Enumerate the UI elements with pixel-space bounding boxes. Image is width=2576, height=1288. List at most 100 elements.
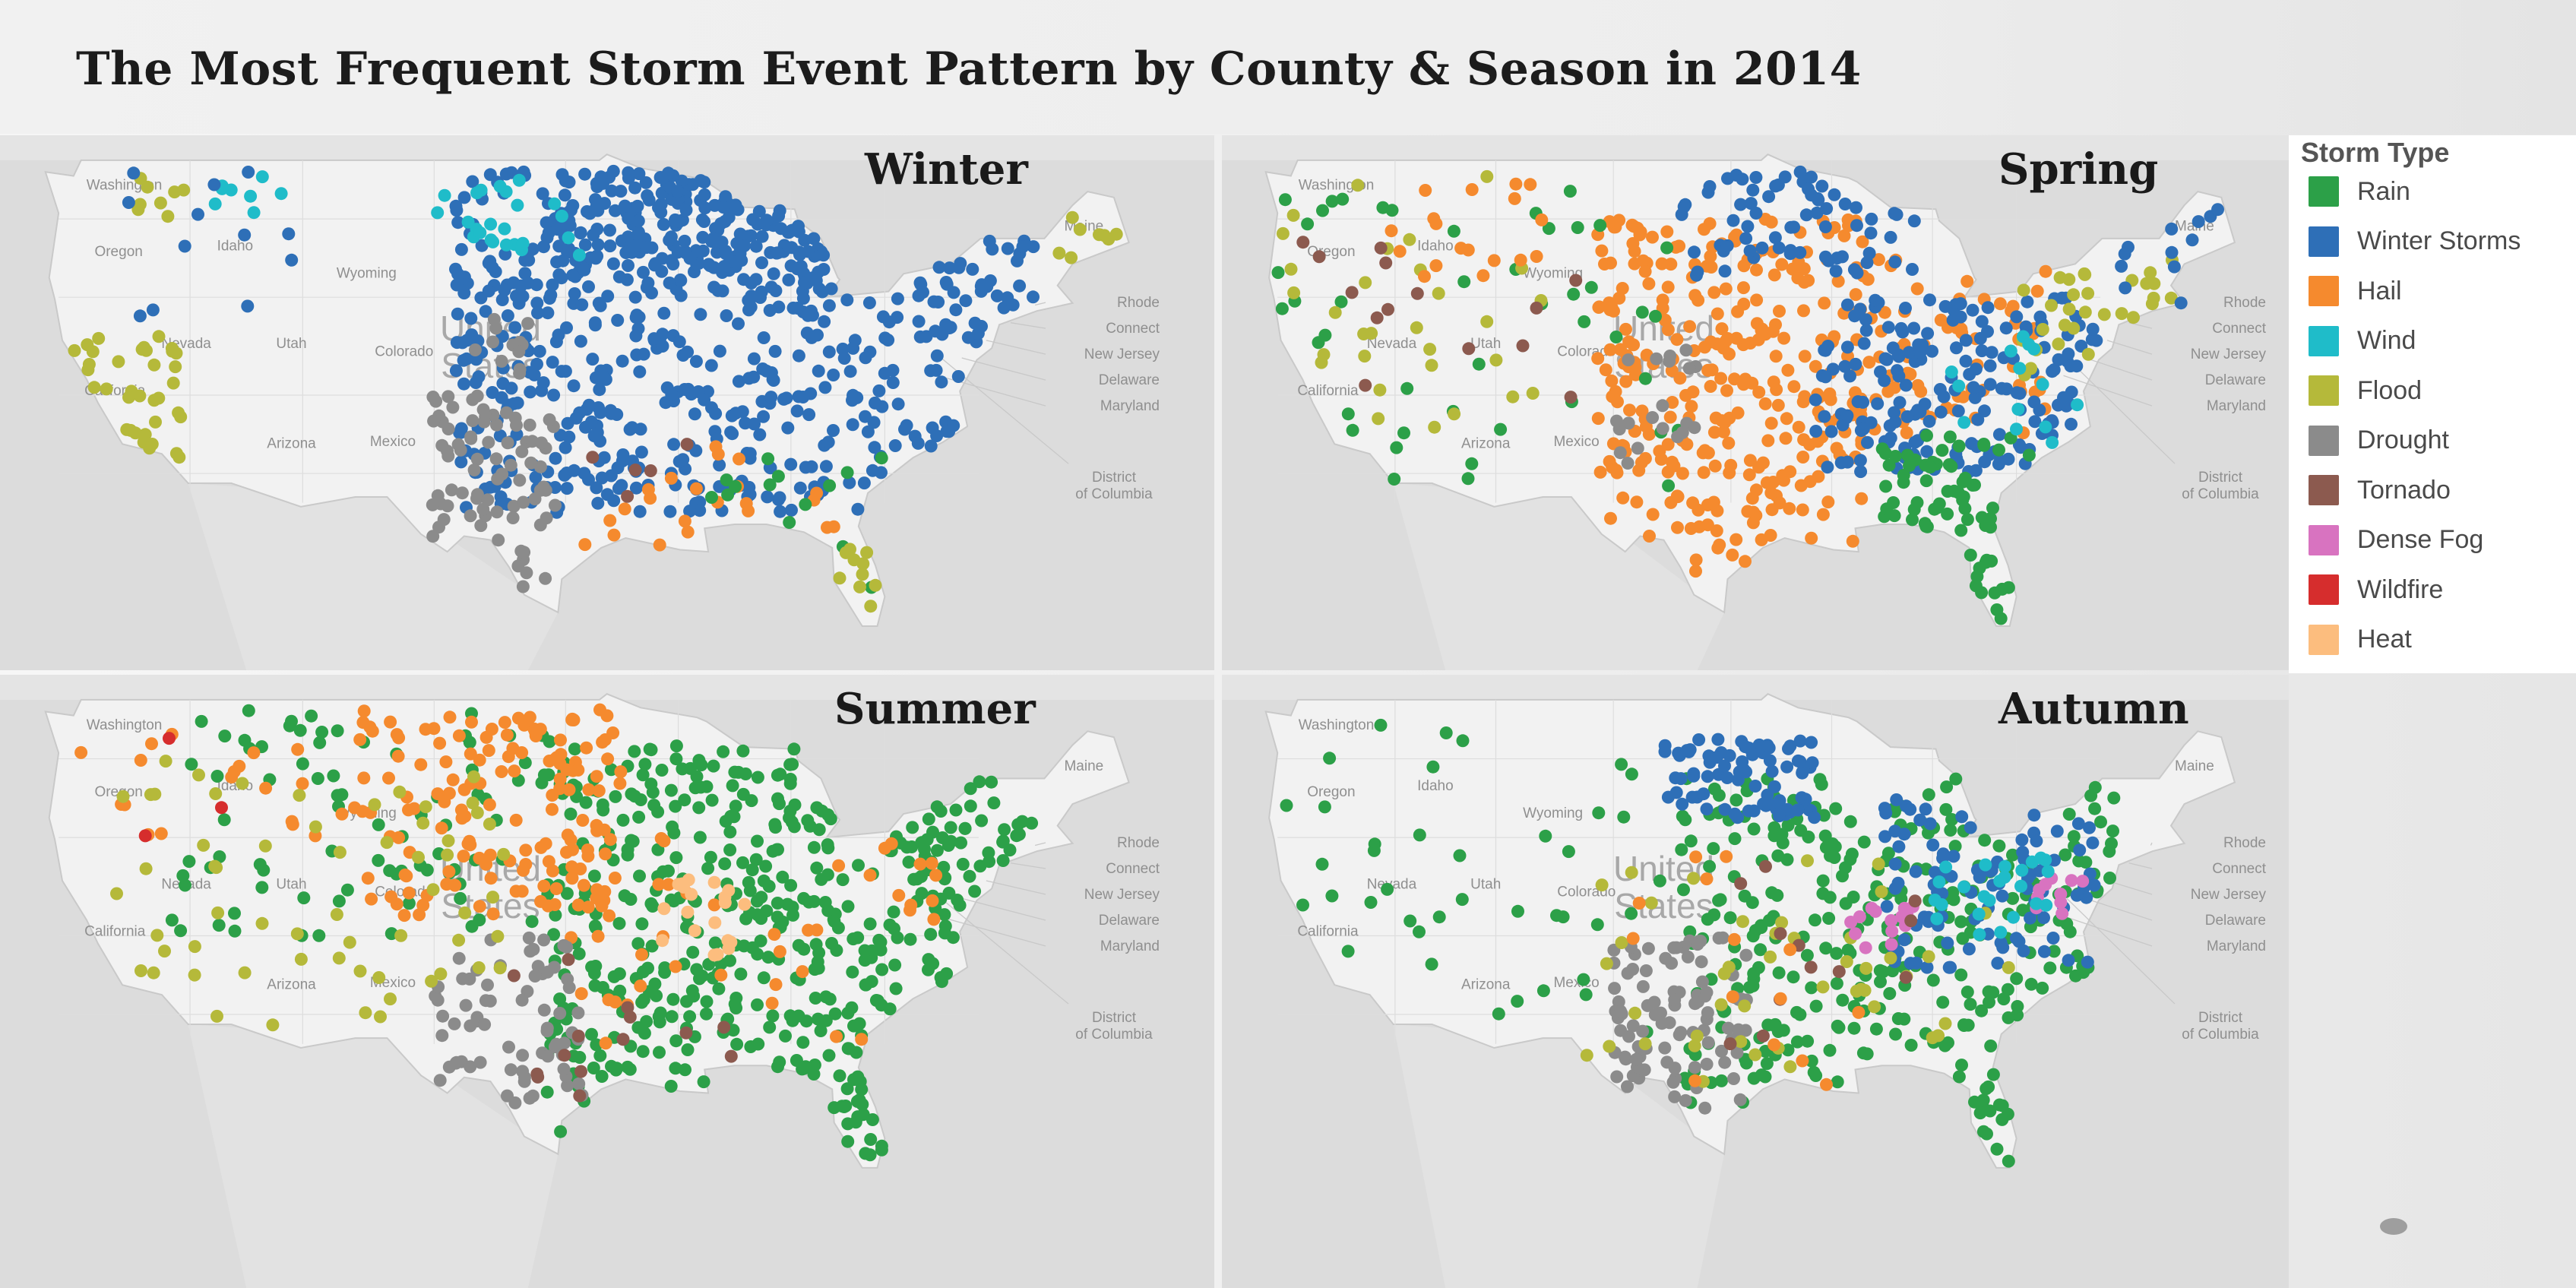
county-dot-drought[interactable] bbox=[467, 464, 481, 476]
county-dot-winter-storms[interactable] bbox=[2013, 387, 2027, 400]
county-dot-winter-storms[interactable] bbox=[1975, 315, 1989, 328]
county-dot-winter-storms[interactable] bbox=[590, 176, 603, 190]
county-dot-winter-storms[interactable] bbox=[1878, 802, 1891, 815]
county-dot-winter-storms[interactable] bbox=[628, 290, 642, 304]
county-dot-rain[interactable] bbox=[749, 853, 763, 866]
county-dot-winter-storms[interactable] bbox=[1795, 791, 1809, 805]
county-dots[interactable] bbox=[1280, 718, 2121, 1168]
county-dot-winter-storms[interactable] bbox=[798, 276, 811, 290]
county-dot-rain[interactable] bbox=[679, 1063, 691, 1077]
county-dot-winter-storms[interactable] bbox=[241, 299, 255, 313]
county-dot-rain[interactable] bbox=[1675, 843, 1688, 856]
county-dot-rain[interactable] bbox=[1843, 815, 1857, 828]
county-dot-rain[interactable] bbox=[1432, 910, 1446, 924]
county-dot-winter-storms[interactable] bbox=[486, 261, 499, 274]
county-dot-hail[interactable] bbox=[1591, 352, 1605, 366]
county-dot-rain[interactable] bbox=[721, 488, 735, 502]
county-dot-rain[interactable] bbox=[1823, 1043, 1837, 1057]
county-dot-winter-storms[interactable] bbox=[1658, 739, 1672, 752]
county-dot-hail[interactable] bbox=[553, 782, 567, 796]
county-dot-rain[interactable] bbox=[684, 761, 698, 775]
county-dot-winter-storms[interactable] bbox=[704, 359, 718, 372]
county-dot-winter-storms[interactable] bbox=[767, 267, 780, 280]
county-dot-hail[interactable] bbox=[495, 765, 508, 778]
county-dot-rain[interactable] bbox=[1847, 1021, 1861, 1035]
county-dot-rain[interactable] bbox=[621, 848, 635, 862]
county-dot-rain[interactable] bbox=[702, 957, 716, 971]
county-dot-drought[interactable] bbox=[523, 1091, 536, 1105]
county-dot-winter-storms[interactable] bbox=[1954, 297, 1967, 311]
county-dot-winter-storms[interactable] bbox=[2115, 259, 2128, 273]
county-dot-drought[interactable] bbox=[1688, 421, 1701, 435]
county-dot-tornado[interactable] bbox=[1516, 339, 1530, 353]
county-dot-rain[interactable] bbox=[1964, 549, 1977, 562]
county-dot-wind[interactable] bbox=[438, 188, 451, 202]
county-dot-rain[interactable] bbox=[818, 896, 832, 909]
county-dot-winter-storms[interactable] bbox=[529, 470, 543, 484]
county-dot-hail[interactable] bbox=[1524, 178, 1537, 191]
county-dot-flood[interactable] bbox=[1938, 1017, 1952, 1030]
county-dot-rain[interactable] bbox=[1374, 718, 1388, 732]
county-dot-winter-storms[interactable] bbox=[590, 249, 604, 263]
county-dot-rain[interactable] bbox=[723, 825, 737, 839]
county-dot-rain[interactable] bbox=[1584, 280, 1598, 294]
county-dot-winter-storms[interactable] bbox=[1838, 198, 1852, 210]
county-dot-winter-storms[interactable] bbox=[547, 388, 561, 402]
county-dot-flood[interactable] bbox=[255, 916, 269, 930]
county-dot-drought[interactable] bbox=[1663, 1016, 1676, 1030]
county-dot-tornado[interactable] bbox=[574, 1065, 587, 1078]
county-dot-winter-storms[interactable] bbox=[742, 480, 756, 494]
county-dot-winter-storms[interactable] bbox=[774, 222, 788, 236]
county-dot-rain[interactable] bbox=[1367, 843, 1381, 857]
county-dot-wind[interactable] bbox=[562, 231, 575, 245]
county-dot-winter-storms[interactable] bbox=[530, 278, 543, 292]
county-dot-rain[interactable] bbox=[1635, 305, 1649, 319]
county-dot-rain[interactable] bbox=[1341, 407, 1355, 421]
county-dot-hail[interactable] bbox=[1705, 363, 1719, 377]
county-dot-winter-storms[interactable] bbox=[1923, 817, 1937, 831]
county-dot-rain[interactable] bbox=[875, 451, 888, 465]
county-dot-heat[interactable] bbox=[676, 877, 689, 891]
county-dot-hail[interactable] bbox=[562, 783, 576, 796]
county-dot-winter-storms[interactable] bbox=[848, 334, 862, 347]
county-dot-rain[interactable] bbox=[723, 843, 737, 856]
county-dot-rain[interactable] bbox=[841, 1135, 855, 1148]
county-dot-drought[interactable] bbox=[1730, 1046, 1744, 1059]
county-dot-hail[interactable] bbox=[1698, 444, 1712, 457]
county-dot-drought[interactable] bbox=[1666, 1075, 1680, 1089]
county-dot-drought[interactable] bbox=[1621, 1080, 1634, 1093]
county-dot-winter-storms[interactable] bbox=[862, 296, 876, 309]
county-dot-flood[interactable] bbox=[188, 968, 201, 982]
county-dot-winter-storms[interactable] bbox=[782, 273, 796, 286]
county-dot-hail[interactable] bbox=[1779, 432, 1793, 445]
map-panel-spring[interactable]: Washington Oregon Idaho Nevada Utah Wyoming Co… bbox=[1222, 135, 2289, 670]
county-dot-drought[interactable] bbox=[1636, 1024, 1650, 1038]
county-dot-tornado[interactable] bbox=[621, 1001, 635, 1014]
county-dot-rain[interactable] bbox=[856, 1097, 869, 1111]
county-dot-drought[interactable] bbox=[517, 495, 530, 509]
county-dot-drought[interactable] bbox=[572, 1077, 586, 1090]
county-dot-drought[interactable] bbox=[426, 530, 440, 543]
county-dot-heat[interactable] bbox=[710, 948, 724, 961]
county-dot-winter-storms[interactable] bbox=[655, 252, 669, 265]
county-dot-wind[interactable] bbox=[1935, 898, 1948, 911]
county-dot-flood[interactable] bbox=[843, 543, 856, 556]
county-dot-hail[interactable] bbox=[1660, 225, 1674, 239]
county-dot-hail[interactable] bbox=[609, 995, 622, 1009]
county-dot-winter-storms[interactable] bbox=[1850, 219, 1863, 233]
county-dot-hail[interactable] bbox=[1796, 503, 1809, 517]
county-dot-winter-storms[interactable] bbox=[753, 428, 767, 441]
county-dot-winter-storms[interactable] bbox=[606, 257, 620, 271]
county-dot-winter-storms[interactable] bbox=[2014, 441, 2027, 454]
county-dot-hail[interactable] bbox=[714, 968, 728, 982]
county-dot-winter-storms[interactable] bbox=[725, 409, 739, 422]
county-dot-winter-storms[interactable] bbox=[2024, 911, 2037, 925]
county-dot-rain[interactable] bbox=[866, 1113, 879, 1126]
county-dot-hail[interactable] bbox=[1429, 259, 1443, 273]
county-dot-drought[interactable] bbox=[1650, 352, 1663, 366]
county-dot-rain[interactable] bbox=[841, 900, 855, 913]
county-dot-winter-storms[interactable] bbox=[285, 253, 299, 267]
county-dot-rain[interactable] bbox=[1949, 772, 1963, 786]
county-dot-winter-storms[interactable] bbox=[1746, 183, 1760, 197]
county-dot-winter-storms[interactable] bbox=[1923, 415, 1936, 428]
